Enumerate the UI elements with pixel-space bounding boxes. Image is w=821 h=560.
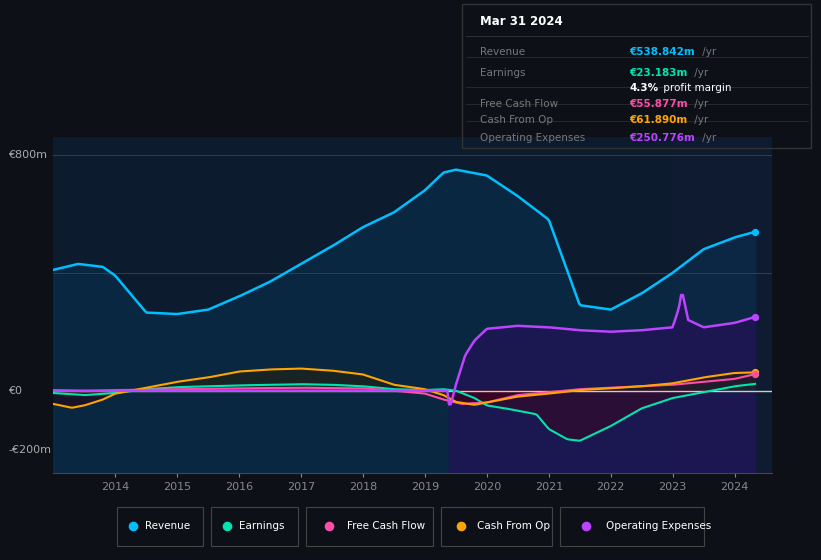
Text: Earnings: Earnings bbox=[239, 521, 285, 531]
Point bbox=[749, 368, 762, 377]
Bar bbox=[672, 137, 772, 473]
Text: €250.776m: €250.776m bbox=[630, 133, 695, 143]
Text: /yr: /yr bbox=[699, 133, 716, 143]
Point bbox=[455, 522, 468, 531]
Text: Mar 31 2024: Mar 31 2024 bbox=[479, 15, 562, 28]
Text: Earnings: Earnings bbox=[479, 68, 525, 78]
Text: €61.890m: €61.890m bbox=[630, 115, 688, 125]
Text: /yr: /yr bbox=[691, 99, 709, 109]
Text: €23.183m: €23.183m bbox=[630, 68, 688, 78]
Text: €55.877m: €55.877m bbox=[630, 99, 688, 109]
Text: Revenue: Revenue bbox=[144, 521, 190, 531]
Text: Operating Expenses: Operating Expenses bbox=[479, 133, 585, 143]
Point bbox=[580, 522, 593, 531]
Point bbox=[749, 312, 762, 321]
Text: Free Cash Flow: Free Cash Flow bbox=[479, 99, 557, 109]
Point bbox=[749, 370, 762, 379]
Text: /yr: /yr bbox=[691, 115, 709, 125]
Text: profit margin: profit margin bbox=[660, 83, 732, 93]
Text: Cash From Op: Cash From Op bbox=[479, 115, 553, 125]
Text: -€200m: -€200m bbox=[8, 445, 51, 455]
Text: €0: €0 bbox=[8, 386, 22, 396]
Point bbox=[749, 227, 762, 236]
Text: 4.3%: 4.3% bbox=[630, 83, 658, 93]
Text: Free Cash Flow: Free Cash Flow bbox=[346, 521, 424, 531]
Text: €538.842m: €538.842m bbox=[630, 46, 695, 57]
Text: Cash From Op: Cash From Op bbox=[477, 521, 550, 531]
Text: /yr: /yr bbox=[691, 68, 709, 78]
Text: /yr: /yr bbox=[699, 46, 716, 57]
Point bbox=[220, 522, 233, 531]
Text: Operating Expenses: Operating Expenses bbox=[606, 521, 712, 531]
Point bbox=[126, 522, 139, 531]
Text: Revenue: Revenue bbox=[479, 46, 525, 57]
Point bbox=[322, 522, 335, 531]
Text: €800m: €800m bbox=[8, 150, 48, 160]
